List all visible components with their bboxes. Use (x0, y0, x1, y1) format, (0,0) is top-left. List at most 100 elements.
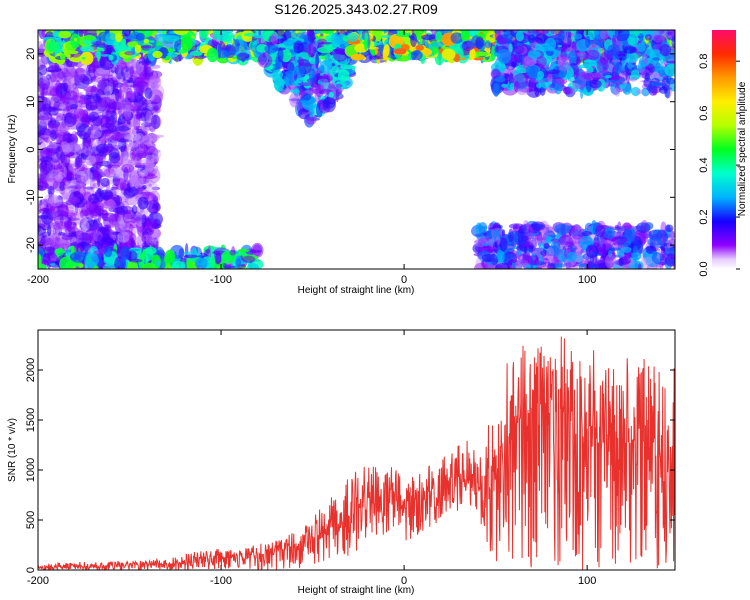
spectrogram-blob (500, 63, 505, 74)
spectrogram-blob (335, 83, 343, 88)
spectrogram-blob (104, 246, 113, 258)
spectrogram-blob (642, 256, 653, 266)
spectrogram-blob (39, 156, 53, 163)
spectrogram-blob (119, 82, 129, 93)
spectrogram-blob (98, 146, 109, 158)
spectrogram-blob (64, 181, 79, 186)
spectrogram-blob (92, 158, 97, 168)
spectrogram-blob (42, 164, 48, 179)
spectrogram-blob (206, 47, 219, 63)
spectrogram-blob (627, 62, 634, 69)
spectrogram-blob (122, 77, 126, 81)
spectrogram-blob (145, 181, 159, 194)
spectrogram-blob (50, 129, 57, 142)
spectrogram-blob (93, 127, 108, 131)
spectrogram-blob (103, 168, 116, 178)
spectrogram-blob (509, 258, 518, 263)
spectrogram-blob (81, 221, 90, 231)
spectrogram-blob (90, 140, 97, 147)
spectrogram-blob (104, 263, 115, 267)
spectrogram-blob (145, 158, 149, 172)
spectrogram-blob (86, 162, 92, 166)
spectrogram-blob (38, 43, 46, 58)
spectrogram-blob (223, 265, 237, 269)
spectrogram-blob (295, 53, 299, 67)
spectrogram-blob (284, 70, 297, 76)
spectrogram-blob (134, 164, 149, 169)
spectrogram-blob (49, 225, 60, 237)
spectrogram-blob (659, 44, 672, 56)
spectrogram-blob (134, 44, 142, 54)
spectrogram-blob (123, 166, 129, 182)
spectrogram-blob (136, 130, 146, 141)
spectrogram-blob (46, 246, 55, 257)
spectrogram-blob (666, 243, 672, 249)
spectrogram-blob (246, 262, 260, 269)
spectrogram-blob (494, 262, 511, 269)
spectrogram-blob (131, 204, 138, 215)
spectrogram-blob (124, 51, 136, 56)
spectrogram-blob (152, 195, 159, 202)
spectrogram-blob (136, 105, 147, 118)
spectrogram-blob (48, 169, 63, 180)
spectrogram-blob (88, 111, 100, 121)
spectrogram-blob (307, 41, 314, 58)
spectrogram-blob (95, 158, 102, 169)
spectrogram-blob (149, 84, 165, 99)
spectrogram-blob (669, 230, 675, 237)
spectrogram-blob (328, 91, 334, 98)
spectrogram-blob (320, 33, 324, 37)
spectrogram-blob (83, 148, 93, 156)
spectrogram-blob (152, 149, 162, 160)
spectrogram-blob (570, 63, 578, 66)
spectrogram-blob (435, 31, 443, 43)
spectrogram-blob (331, 63, 336, 67)
spectrogram-blob (129, 93, 136, 102)
spectrogram-blob (85, 160, 93, 166)
spectrogram-blob (148, 70, 163, 79)
spectrogram-blob (524, 245, 527, 255)
spectrogram-blob (142, 134, 155, 140)
spectrogram-blob (120, 112, 131, 117)
spectrogram-blob (606, 247, 621, 251)
spectrogram-blob (613, 87, 621, 97)
spectrogram-blob (51, 232, 56, 247)
spectrogram-blob (283, 74, 295, 86)
spectrogram-blob (91, 41, 106, 46)
spectrogram-blob (543, 259, 553, 263)
spectrogram-blob (112, 220, 126, 228)
spectrogram-blob (422, 48, 433, 56)
spectrogram-blob (80, 224, 85, 228)
spectrogram-blob (47, 185, 55, 196)
spectrogram-blob (47, 95, 61, 102)
spectrogram-blob (483, 232, 487, 236)
spectrogram-blob (552, 76, 556, 88)
spectrogram-blob (150, 82, 156, 91)
spectrogram-blob (264, 44, 279, 53)
spectrogram-blob (635, 89, 644, 95)
spectrogram-blob (95, 50, 102, 58)
spectrogram-blob (71, 130, 77, 138)
spectrogram-blob (107, 105, 111, 117)
spectrogram-blob (140, 159, 151, 163)
spectrogram-blob (252, 34, 267, 39)
spectrogram-blob (74, 145, 78, 161)
spectrogram-blob (142, 184, 147, 190)
spectrogram-blob (68, 143, 73, 152)
spectrogram-blob (180, 261, 186, 269)
spectrogram-blob (62, 82, 69, 92)
spectrogram-blob (490, 246, 498, 250)
spectrogram-blob (123, 98, 138, 103)
spectrogram-blob (107, 225, 112, 228)
spectrogram-blob (509, 265, 517, 269)
spectrogram-blob (66, 107, 70, 111)
spectrogram-blob (145, 110, 153, 124)
spectrogram-blob (70, 251, 86, 263)
spectrogram-blob (84, 252, 99, 268)
spectrogram-blob (97, 187, 101, 195)
spectrogram-blob (297, 58, 310, 64)
spectrogram-blob (53, 164, 60, 171)
spectrogram-blob (295, 32, 305, 38)
spectrogram-blob (142, 249, 146, 260)
spectrogram-blob (52, 227, 57, 236)
